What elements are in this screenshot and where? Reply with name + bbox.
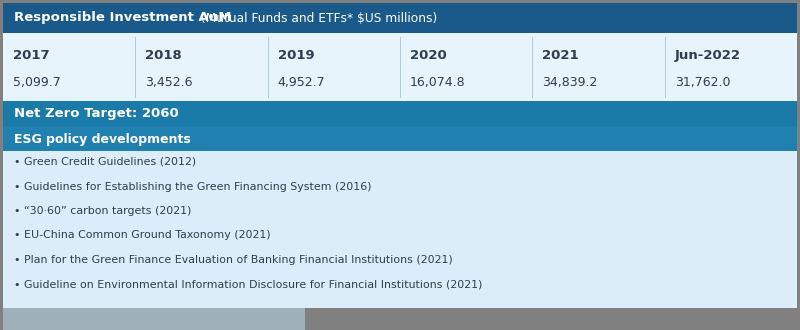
Text: • EU-China Common Ground Taxonomy (2021): • EU-China Common Ground Taxonomy (2021) — [14, 230, 270, 241]
Text: Responsible Investment AuM: Responsible Investment AuM — [14, 12, 231, 24]
Bar — [3, 127, 797, 151]
Text: 2021: 2021 — [542, 49, 579, 62]
Bar — [3, 151, 797, 308]
Bar — [3, 308, 305, 330]
Text: ESG policy developments: ESG policy developments — [14, 133, 190, 146]
Text: Jun-2022: Jun-2022 — [674, 49, 741, 62]
Text: 2020: 2020 — [410, 49, 446, 62]
Text: Net Zero Target: 2060: Net Zero Target: 2060 — [14, 108, 178, 120]
Bar — [3, 33, 797, 101]
Bar — [3, 3, 797, 33]
Text: 3,452.6: 3,452.6 — [146, 76, 193, 89]
Text: 5,099.7: 5,099.7 — [13, 76, 61, 89]
Text: • “30·60” carbon targets (2021): • “30·60” carbon targets (2021) — [14, 206, 191, 216]
Text: 16,074.8: 16,074.8 — [410, 76, 466, 89]
Text: • Green Credit Guidelines (2012): • Green Credit Guidelines (2012) — [14, 157, 196, 167]
Text: • Guidelines for Establishing the Green Financing System (2016): • Guidelines for Establishing the Green … — [14, 182, 371, 191]
Text: 2018: 2018 — [146, 49, 182, 62]
Bar — [3, 308, 797, 330]
Text: • Plan for the Green Finance Evaluation of Banking Financial Institutions (2021): • Plan for the Green Finance Evaluation … — [14, 255, 453, 265]
Bar — [3, 101, 797, 127]
Text: 34,839.2: 34,839.2 — [542, 76, 598, 89]
Text: 4,952.7: 4,952.7 — [278, 76, 326, 89]
Text: 2017: 2017 — [13, 49, 50, 62]
Text: 31,762.0: 31,762.0 — [674, 76, 730, 89]
Text: • Guideline on Environmental Information Disclosure for Financial Institutions (: • Guideline on Environmental Information… — [14, 280, 482, 289]
Text: 2019: 2019 — [278, 49, 314, 62]
Text: (Mutual Funds and ETFs* $US millions): (Mutual Funds and ETFs* $US millions) — [197, 12, 438, 24]
